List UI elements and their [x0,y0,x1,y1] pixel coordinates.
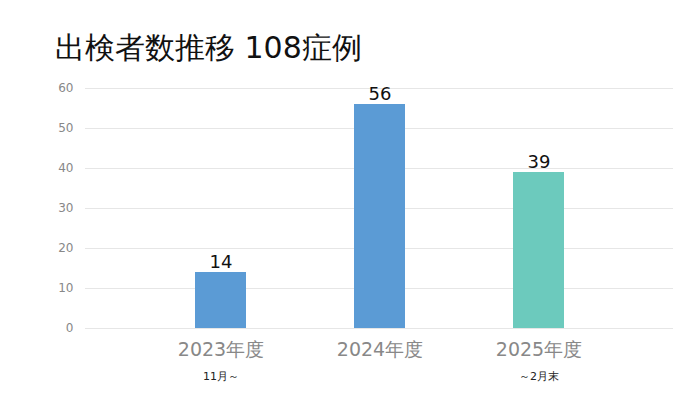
svg-text:2025年度: 2025年度 [496,338,582,360]
svg-text:2023年度: 2023年度 [178,338,264,360]
svg-text:11月～: 11月～ [203,370,239,383]
svg-text:30: 30 [58,201,73,215]
svg-text:60: 60 [58,81,73,95]
svg-text:50: 50 [58,121,73,135]
svg-text:20: 20 [58,241,73,255]
svg-text:0: 0 [66,321,74,335]
svg-text:2024年度: 2024年度 [337,338,423,360]
svg-text:14: 14 [210,251,233,272]
svg-text:56: 56 [369,83,392,104]
svg-text:～2月末: ～2月末 [519,370,559,383]
svg-text:10: 10 [58,281,73,295]
svg-text:40: 40 [58,161,73,175]
svg-text:39: 39 [528,151,551,172]
html-text:出検者数推移 108症例: 出検者数推移 108症例 [55,30,362,65]
